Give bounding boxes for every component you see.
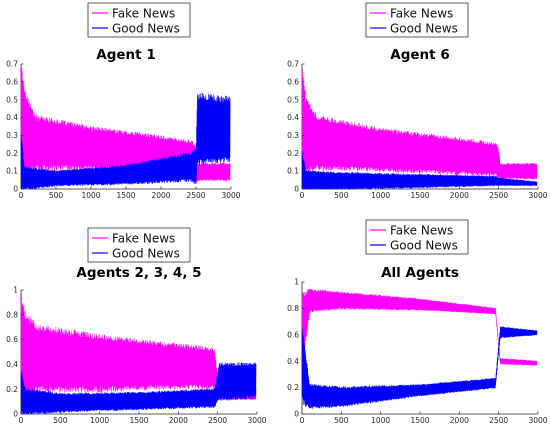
y-tick-label: 0.6: [287, 77, 299, 86]
y-tick-label: 0.4: [287, 113, 299, 122]
x-tick-label: 2000: [169, 416, 188, 425]
x-tick-label: 2500: [208, 416, 227, 425]
x-tick-label: 2500: [489, 416, 508, 425]
legend-box: [365, 2, 469, 38]
series-fake-news: [20, 67, 231, 186]
x-tick-label: 500: [49, 191, 64, 200]
y-tick-label: 0.2: [6, 385, 18, 394]
y-tick-label: 0.3: [287, 131, 299, 140]
x-tick-label: 500: [334, 416, 349, 425]
x-tick-label: 1000: [371, 191, 390, 200]
x-tick-label: 2500: [489, 191, 508, 200]
legend-label: Good News: [112, 22, 180, 36]
y-tick-label: 0.7: [287, 60, 299, 69]
series-good-news: [20, 92, 231, 190]
x-tick-label: 0: [19, 191, 24, 200]
legend-label: Good News: [390, 239, 458, 253]
x-tick-label: 2000: [450, 416, 469, 425]
y-tick-label: 0.7: [6, 60, 18, 69]
x-tick-label: 1500: [116, 191, 135, 200]
y-tick-label: 0.4: [6, 360, 18, 369]
x-tick-label: 1000: [90, 416, 109, 425]
x-tick-label: 1500: [129, 416, 148, 425]
y-tick-label: 1: [13, 286, 18, 295]
series-good-news: [301, 326, 538, 409]
legend-box: [87, 2, 191, 38]
series-good-news: [20, 362, 257, 415]
y-tick-label: 0.8: [6, 310, 18, 319]
x-tick-label: 3000: [528, 416, 547, 425]
chart-title: Agent 6: [390, 47, 449, 63]
x-tick-label: 2500: [186, 191, 205, 200]
y-tick-label: 0.5: [287, 95, 299, 104]
series-fake-news: [20, 292, 257, 409]
legend-box: [87, 227, 191, 263]
y-tick-label: 0: [13, 185, 18, 194]
x-tick-label: 0: [300, 191, 305, 200]
y-tick-label: 0.4: [6, 113, 18, 122]
y-tick-label: 0: [294, 410, 299, 419]
x-tick-label: 500: [53, 416, 68, 425]
x-tick-label: 0: [300, 416, 305, 425]
y-tick-label: 1: [294, 278, 299, 287]
chart-title: Agent 1: [96, 47, 155, 63]
y-tick-label: 0.1: [287, 167, 299, 176]
x-tick-label: 3000: [221, 191, 240, 200]
legend-label: Good News: [112, 247, 180, 261]
x-tick-label: 2000: [151, 191, 170, 200]
y-tick-label: 0.1: [6, 167, 18, 176]
y-tick-label: 0.6: [287, 330, 299, 339]
y-tick-label: 0: [13, 410, 18, 419]
x-tick-label: 0: [19, 416, 24, 425]
x-tick-label: 1000: [81, 191, 100, 200]
y-tick-label: 0.5: [6, 95, 18, 104]
y-tick-label: 0.8: [287, 304, 299, 313]
legend-label: Fake News: [112, 232, 175, 246]
y-tick-label: 0.3: [6, 131, 18, 140]
series-fake-news: [301, 288, 538, 369]
series-fake-news: [301, 68, 538, 180]
legend-label: Fake News: [112, 7, 175, 21]
y-tick-label: 0.2: [287, 149, 299, 158]
legend-label: Good News: [390, 22, 458, 36]
x-tick-label: 2000: [450, 191, 469, 200]
y-tick-label: 0: [294, 185, 299, 194]
legend-label: Fake News: [390, 224, 453, 238]
y-tick-label: 0.2: [6, 149, 18, 158]
y-tick-label: 0.2: [287, 383, 299, 392]
y-tick-label: 0.6: [6, 77, 18, 86]
x-tick-label: 3000: [528, 191, 547, 200]
x-tick-label: 1500: [410, 191, 429, 200]
series-good-news: [301, 150, 538, 190]
chart-title: All Agents: [381, 265, 459, 281]
y-tick-label: 0.4: [287, 357, 299, 366]
chart-title: Agents 2, 3, 4, 5: [76, 265, 201, 281]
x-tick-label: 1500: [410, 416, 429, 425]
x-tick-label: 1000: [371, 416, 390, 425]
legend-label: Fake News: [390, 7, 453, 21]
y-tick-label: 0.6: [6, 335, 18, 344]
x-tick-label: 500: [334, 191, 349, 200]
x-tick-label: 3000: [247, 416, 266, 425]
legend-box: [365, 219, 469, 255]
